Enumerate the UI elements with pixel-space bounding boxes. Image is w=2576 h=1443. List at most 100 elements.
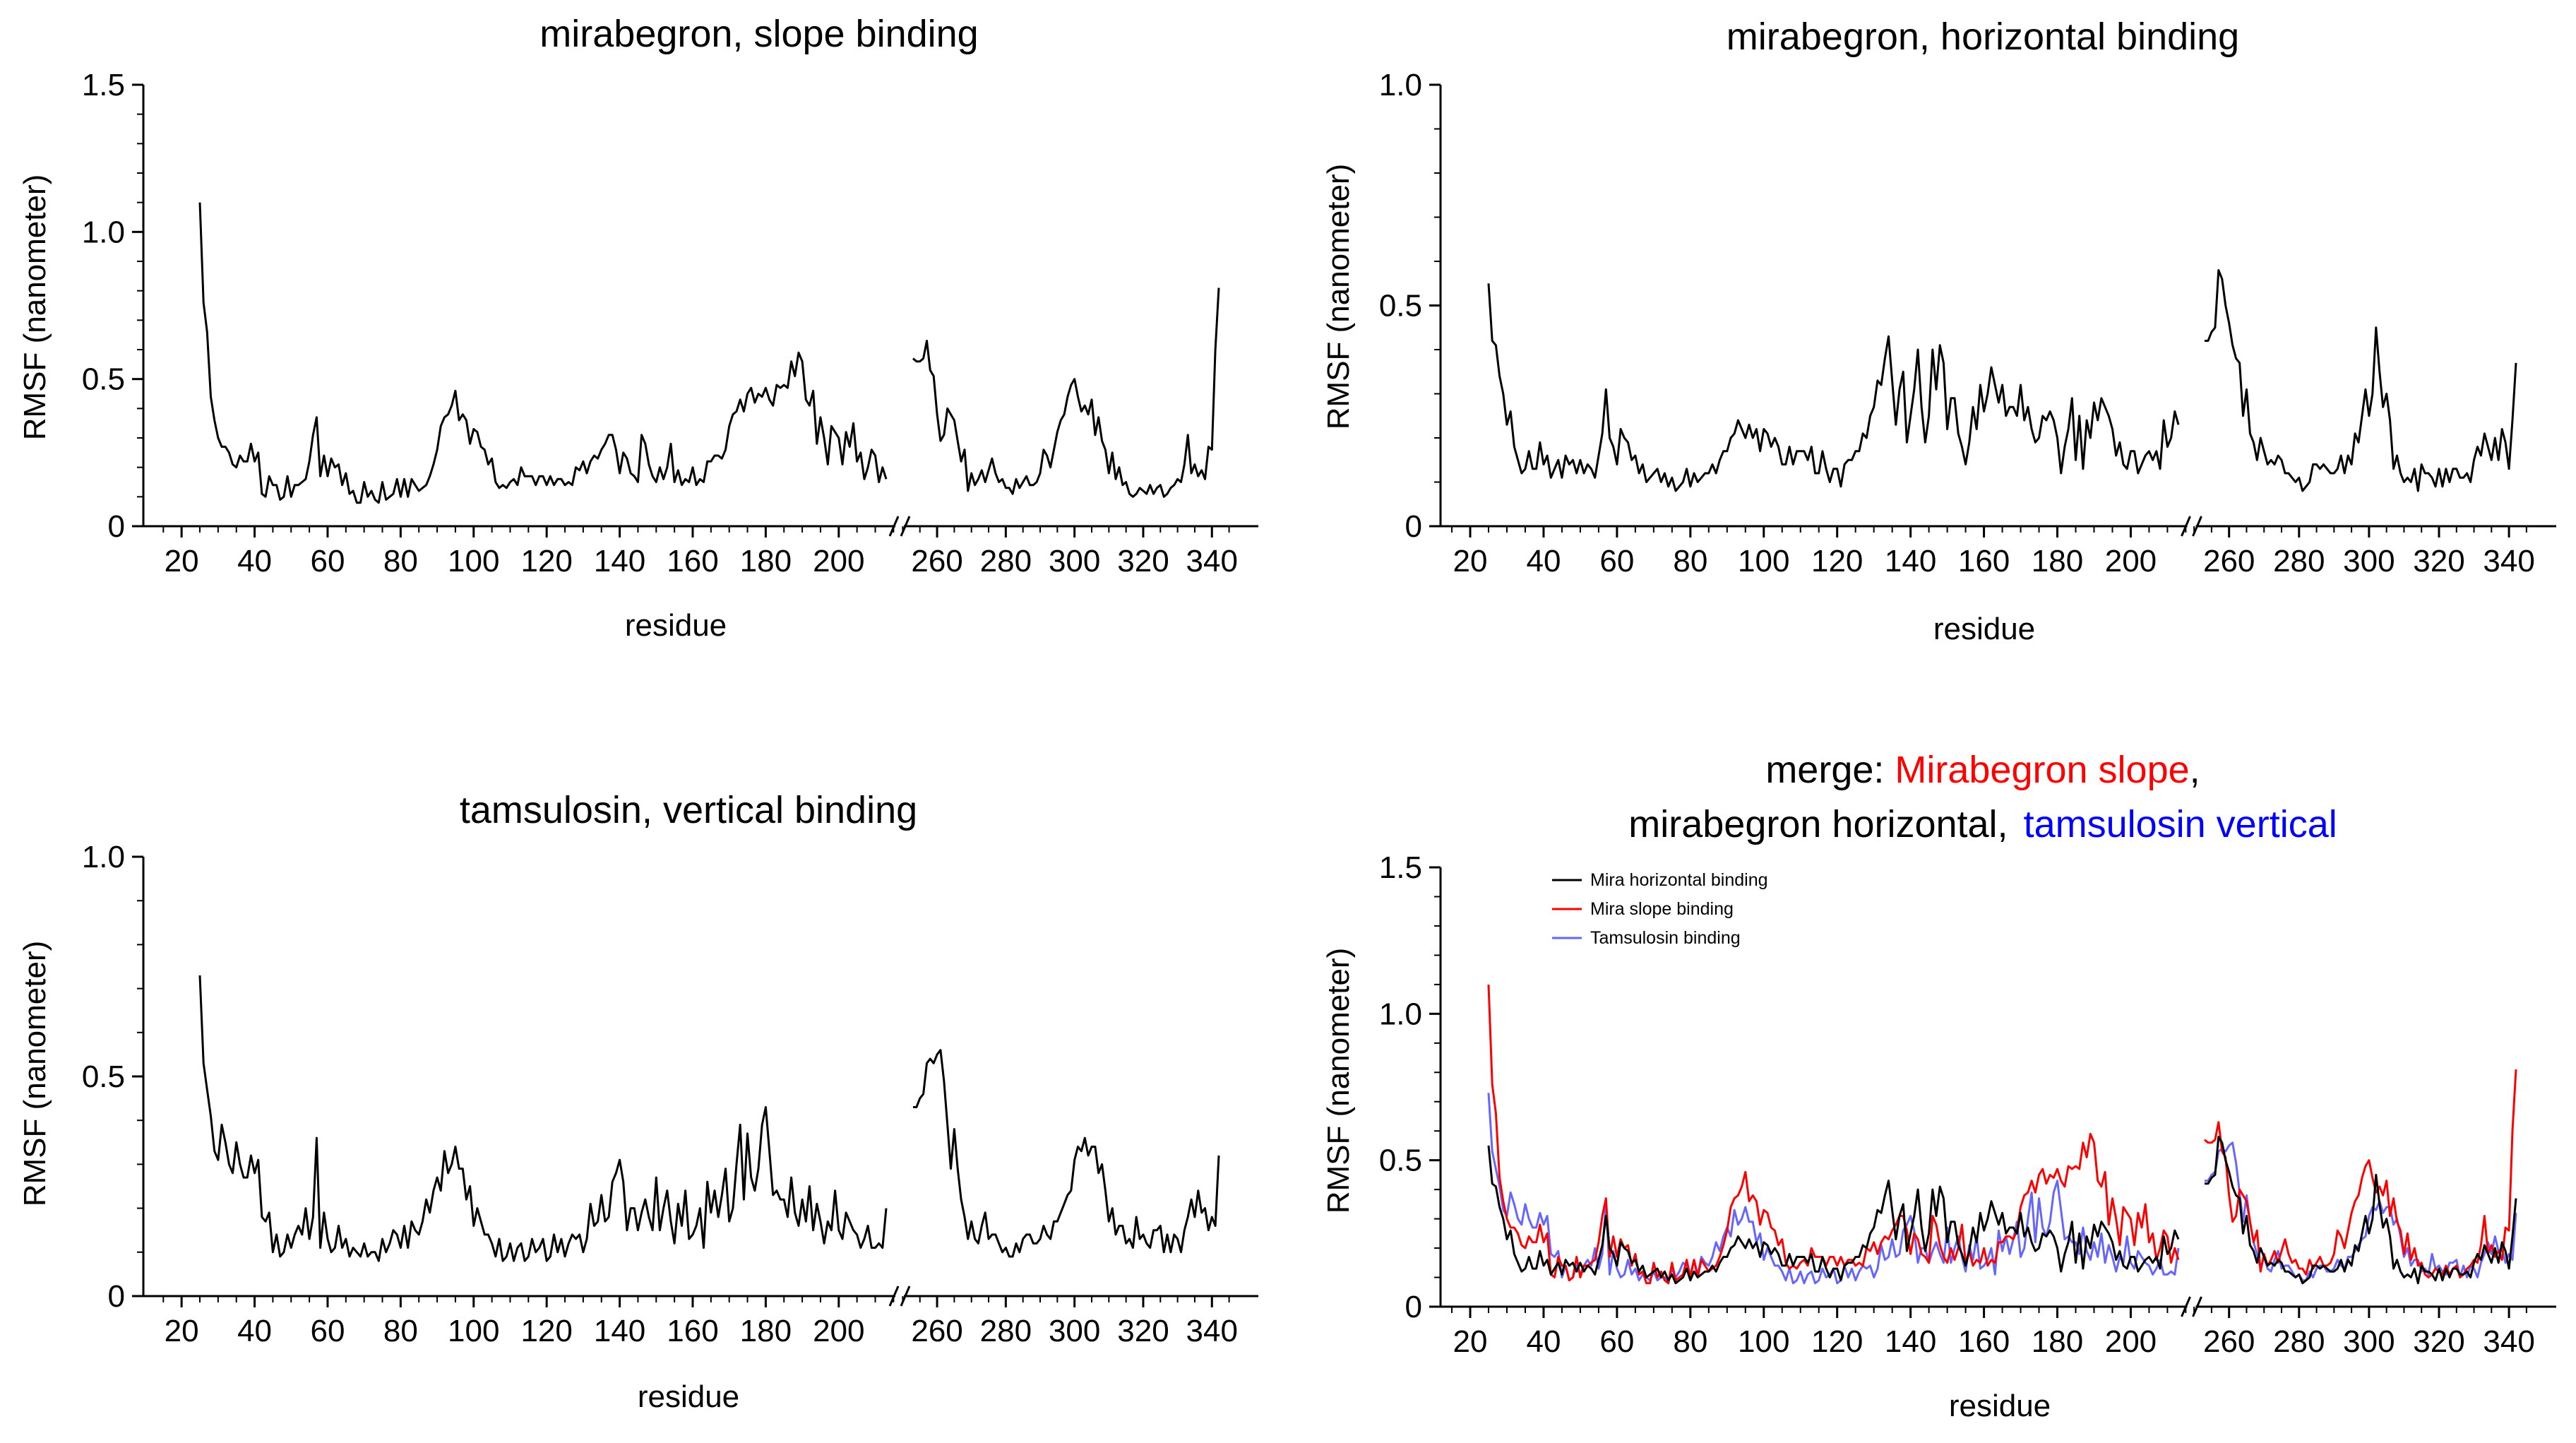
series-line-mira-horizontal <box>2205 1136 2517 1285</box>
x-tick-label: 160 <box>1958 544 2010 578</box>
y-tick-label: 1.5 <box>1379 850 1422 885</box>
axis-break-mark <box>900 1285 911 1307</box>
x-tick-label: 320 <box>2413 1324 2464 1359</box>
x-tick-label: 40 <box>1526 1324 1561 1359</box>
axes: 0 0.5 1.0 1.5 20 40 60 80 100 120 140 160 180 200 260 2… <box>1379 850 2556 1359</box>
series-line <box>198 202 888 504</box>
y-tick-label: 0 <box>1405 509 1422 544</box>
series-line-tamsulosin-vertical <box>2205 1141 2517 1282</box>
x-tick-label: 320 <box>1117 544 1169 578</box>
series-line-mira-horizontal <box>1487 1145 2180 1285</box>
x-tick-label: 300 <box>2343 544 2395 578</box>
x-tick-label: 280 <box>980 544 1032 578</box>
x-tick-label: 60 <box>1599 1324 1634 1359</box>
x-tick-label: 100 <box>448 1314 499 1348</box>
x-axis-label: residue <box>1949 1389 2051 1423</box>
x-tick-label: 180 <box>2032 544 2083 578</box>
merge-title-suffix: , <box>2190 749 2200 791</box>
x-tick-label: 260 <box>911 1314 962 1348</box>
x-tick-label: 280 <box>980 1314 1032 1348</box>
legend-label-mira-horizontal: Mira horizontal binding <box>1590 870 1768 890</box>
x-axis-label: residue <box>1933 612 2035 646</box>
merge-title-line1: merge: Mirabegron slope, <box>1765 749 2200 791</box>
x-tick-label: 80 <box>383 1314 418 1348</box>
x-tick-label: 160 <box>1958 1324 2010 1359</box>
panel-mira-horizontal: mirabegron, horizontal binding RMSF (nan… <box>1321 16 2556 646</box>
x-tick-label: 40 <box>237 544 272 578</box>
y-tick-label: 1.0 <box>82 840 125 874</box>
y-tick-label: 0.5 <box>82 1059 125 1094</box>
x-tick-label: 160 <box>667 1314 718 1348</box>
x-tick-label: 120 <box>1811 544 1863 578</box>
x-tick-label: 180 <box>740 544 792 578</box>
x-tick-label: 180 <box>740 1314 792 1348</box>
y-tick-label: 0 <box>108 509 125 544</box>
x-axis-label: residue <box>638 1379 739 1414</box>
y-tick-label: 0.5 <box>1379 289 1422 323</box>
x-tick-label: 100 <box>1738 1324 1789 1359</box>
axes: 0 0.5 1.0 20 40 60 80 100 120 140 160 180 200 260 280 3… <box>1379 68 2556 578</box>
x-tick-label: 200 <box>813 1314 864 1348</box>
data-lines <box>1487 984 2517 1285</box>
y-axis-label: RMSF (nanometer) <box>18 941 52 1207</box>
y-tick-label: 1.0 <box>82 215 125 249</box>
x-tick-label: 80 <box>1673 544 1707 578</box>
y-tick-label: 1.0 <box>1379 997 1422 1031</box>
x-tick-label: 300 <box>2343 1324 2395 1359</box>
x-tick-label: 300 <box>1049 544 1100 578</box>
y-axis-label: RMSF (nanometer) <box>1321 948 1356 1214</box>
x-tick-label: 140 <box>1885 544 1936 578</box>
x-tick-label: 20 <box>165 1314 199 1348</box>
x-tick-label: 60 <box>1599 544 1634 578</box>
panel-tamsulosin-vertical: tamsulosin, vertical binding RMSF (nanom… <box>18 789 1258 1414</box>
x-tick-label: 260 <box>911 544 962 578</box>
x-tick-label: 100 <box>448 544 499 578</box>
x-tick-label: 80 <box>383 544 418 578</box>
data-lines <box>1487 269 2517 492</box>
chart-title: mirabegron, slope binding <box>539 13 978 55</box>
y-axis-label: RMSF (nanometer) <box>1321 164 1356 430</box>
x-tick-label: 340 <box>1186 544 1238 578</box>
x-tick-label: 320 <box>2413 544 2464 578</box>
legend: Mira horizontal binding Mira slope bindi… <box>1552 870 1768 948</box>
x-tick-label: 340 <box>1186 1314 1238 1348</box>
x-tick-label: 200 <box>813 544 864 578</box>
axes: 0 0.5 1.0 20 40 60 80 100 120 140 160 180 200 260 280 3… <box>82 840 1258 1348</box>
panel-merge: merge: Mirabegron slope, mirabegron hori… <box>1321 749 2556 1423</box>
x-tick-label: 60 <box>310 544 345 578</box>
data-lines <box>198 975 1220 1262</box>
y-tick-label: 1.0 <box>1379 68 1422 102</box>
x-tick-label: 340 <box>2483 1324 2534 1359</box>
y-tick-label: 0.5 <box>1379 1144 1422 1178</box>
x-tick-label: 140 <box>594 1314 645 1348</box>
x-tick-label: 120 <box>520 1314 572 1348</box>
x-tick-label: 100 <box>1738 544 1789 578</box>
chart-title: mirabegron, horizontal binding <box>1727 16 2239 58</box>
x-tick-label: 40 <box>237 1314 272 1348</box>
x-tick-label: 80 <box>1673 1324 1707 1359</box>
series-line <box>2205 269 2517 492</box>
x-tick-label: 320 <box>1117 1314 1169 1348</box>
merge-title-line2: mirabegron horizontal, tamsulosin vertica… <box>1628 803 2337 845</box>
chart-title: tamsulosin, vertical binding <box>460 789 917 831</box>
x-tick-label: 120 <box>1811 1324 1863 1359</box>
panel-mira-slope: mirabegron, slope binding RMSF (nanomete… <box>18 13 1258 643</box>
x-tick-label: 140 <box>1885 1324 1936 1359</box>
y-axis-label: RMSF (nanometer) <box>18 174 52 441</box>
y-tick-label: 1.5 <box>82 68 125 102</box>
y-tick-label: 0 <box>1405 1290 1422 1324</box>
x-tick-label: 260 <box>2203 1324 2255 1359</box>
x-tick-label: 60 <box>310 1314 345 1348</box>
x-tick-label: 180 <box>2032 1324 2083 1359</box>
merge-title-blue: tamsulosin vertical <box>2024 803 2337 845</box>
x-tick-label: 20 <box>165 544 199 578</box>
merge-title-prefix: merge: <box>1765 749 1895 791</box>
x-tick-label: 280 <box>2273 544 2325 578</box>
data-lines <box>198 202 1220 504</box>
y-tick-label: 0 <box>108 1279 125 1314</box>
x-tick-label: 160 <box>667 544 718 578</box>
axes: 0 0.5 1.0 1.5 20 40 60 80 100 120 140 160 180 200 260 2… <box>82 68 1258 578</box>
axis-break-mark <box>2192 516 2202 537</box>
series-line <box>912 287 1220 498</box>
